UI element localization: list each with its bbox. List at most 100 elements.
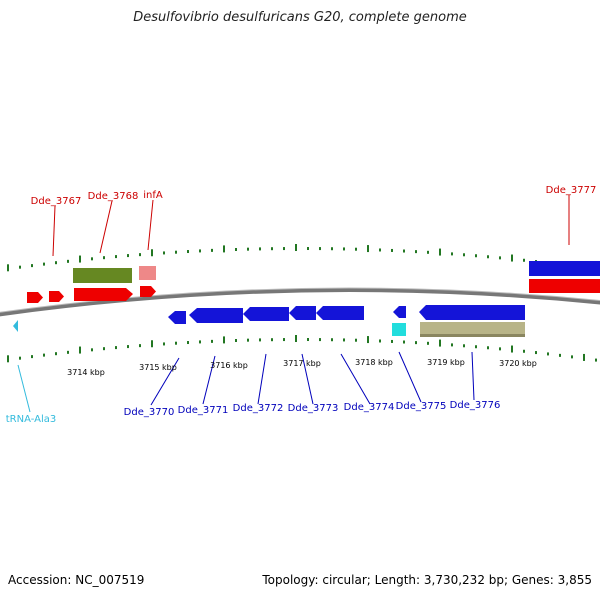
accession-text: Accession: NC_007519	[8, 573, 145, 587]
forward-label-lines	[52, 195, 570, 257]
lower-tick-mark	[271, 338, 273, 342]
lower-tick-mark	[343, 338, 345, 342]
lower-tick-mark	[511, 345, 513, 353]
lower-tick-mark	[595, 358, 597, 362]
lower-tick-mark	[175, 341, 177, 345]
gene-dde-3770[interactable]	[168, 311, 186, 324]
lower-tick-mark	[235, 338, 237, 342]
gene-dde-3773[interactable]	[289, 306, 316, 320]
lower-tick-mark	[487, 346, 489, 350]
lower-tick-mark	[403, 340, 405, 344]
lower-tick-mark	[379, 339, 381, 343]
trna-ala3-marker[interactable]	[13, 320, 18, 332]
feature-block-khaki	[420, 322, 525, 337]
label-dde-3772[interactable]: Dde_3772	[233, 403, 284, 414]
upper-tick-mark	[475, 254, 477, 258]
leader-dde-3772	[257, 353, 267, 405]
lower-tick-mark	[367, 336, 369, 344]
lower-tick-mark	[427, 341, 429, 345]
label-dde-3775[interactable]: Dde_3775	[396, 401, 447, 412]
label-trna-ala3[interactable]: tRNA-Ala3	[6, 414, 56, 425]
lower-tick-mark	[139, 344, 141, 348]
gene-dde-3775[interactable]	[393, 306, 406, 318]
label-dde-3768[interactable]: Dde_3768	[88, 191, 139, 202]
gene-dde-3776[interactable]	[419, 305, 525, 320]
lower-tick-mark	[415, 341, 417, 345]
lower-tick-mark	[559, 353, 561, 357]
scale-label-3720: 3720 kbp	[499, 359, 537, 368]
upper-tick-mark	[175, 250, 177, 254]
lower-tick-mark	[571, 355, 573, 359]
upper-tick-mark	[91, 257, 93, 261]
reverse-strand-genes[interactable]	[168, 261, 600, 324]
feature-block-olive	[73, 268, 132, 283]
gene-infa[interactable]	[140, 286, 156, 297]
leader-dde-3770	[150, 357, 180, 406]
gene-dde-3767[interactable]	[49, 291, 64, 302]
upper-tick-mark	[31, 264, 33, 268]
leader-trna-ala3	[17, 364, 31, 413]
gene-dde-3767-left[interactable]	[27, 292, 43, 303]
upper-tick-mark	[67, 259, 69, 263]
upper-tick-mark	[499, 256, 501, 260]
upper-tick-mark	[511, 254, 513, 262]
upper-tick-mark	[187, 250, 189, 254]
lower-tick-mark	[583, 353, 585, 361]
lower-tick-mark	[55, 352, 57, 356]
upper-tick-mark	[487, 255, 489, 259]
lower-tick-mark	[223, 336, 225, 344]
scale-label-3718: 3718 kbp	[355, 358, 393, 367]
label-infa[interactable]: infA	[143, 190, 163, 201]
gene-dde-3777-reverse[interactable]	[529, 261, 600, 276]
lower-tick-mark	[187, 341, 189, 345]
feature-block-cyan	[392, 323, 406, 336]
lower-tick-mark	[163, 342, 165, 346]
lower-tick-mark	[355, 338, 357, 342]
lower-tick-mark	[319, 338, 321, 342]
upper-tick-mark	[439, 248, 441, 256]
genome-backbone-highlight	[0, 287, 600, 313]
label-dde-3771[interactable]: Dde_3771	[178, 405, 229, 416]
lower-tick-mark	[523, 349, 525, 353]
upper-tick-mark	[223, 245, 225, 253]
label-dde-3774[interactable]: Dde_3774	[344, 402, 395, 413]
upper-tick-mark	[151, 249, 153, 257]
leader-dde-3775	[398, 351, 422, 403]
gene-dde-3774[interactable]	[316, 306, 364, 320]
label-dde-3776[interactable]: Dde_3776	[450, 400, 501, 411]
lower-tick-mark	[115, 346, 117, 350]
upper-tick-mark	[7, 264, 9, 272]
upper-tick-mark	[415, 250, 417, 254]
lower-tick-mark	[295, 335, 297, 343]
leader-infa	[147, 199, 154, 251]
gene-dde-3777[interactable]	[529, 279, 600, 293]
genome-info-text: Topology: circular; Length: 3,730,232 bp…	[262, 573, 592, 587]
leader-dde-3776	[471, 351, 475, 401]
leader-dde-3768	[99, 200, 113, 254]
lower-tick-mark	[211, 339, 213, 343]
upper-tick-mark	[199, 249, 201, 253]
lower-tick-mark	[199, 340, 201, 344]
feature-block-khaki-edge	[420, 334, 525, 337]
gene-dde-3771[interactable]	[189, 308, 243, 323]
upper-tick-mark	[163, 251, 165, 255]
lower-tick-mark	[127, 345, 129, 349]
label-dde-3770[interactable]: Dde_3770	[124, 407, 175, 418]
leader-dde-3771	[202, 355, 216, 405]
lower-tick-mark	[7, 355, 9, 363]
lower-tick-mark	[247, 338, 249, 342]
label-dde-3767[interactable]: Dde_3767	[31, 196, 82, 207]
upper-tick-mark	[391, 248, 393, 252]
gene-dde-3768[interactable]	[74, 288, 133, 301]
upper-tick-mark	[403, 249, 405, 253]
label-dde-3777[interactable]: Dde_3777	[546, 185, 597, 196]
upper-tick-mark	[79, 255, 81, 263]
gene-dde-3772[interactable]	[243, 307, 289, 321]
label-dde-3773[interactable]: Dde_3773	[288, 403, 339, 414]
upper-tick-mark	[463, 253, 465, 257]
upper-tick-mark	[331, 247, 333, 251]
scale-label-3717: 3717 kbp	[283, 359, 321, 368]
lower-tick-mark	[391, 339, 393, 343]
lower-tick-mark	[463, 344, 465, 348]
lower-tick-mark	[547, 352, 549, 356]
